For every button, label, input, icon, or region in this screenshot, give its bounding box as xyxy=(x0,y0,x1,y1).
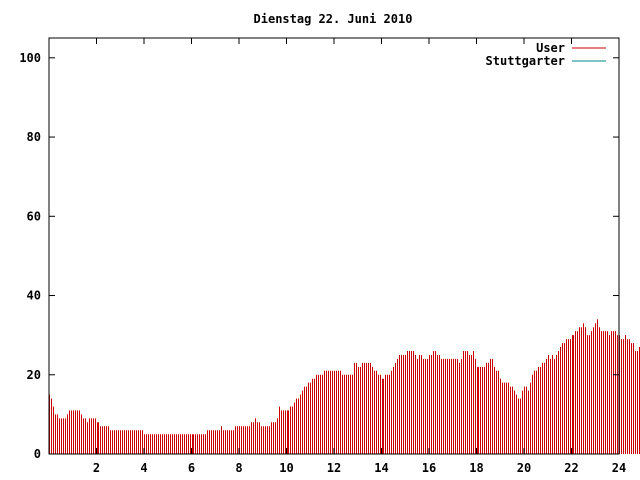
y-tick-label: 20 xyxy=(27,368,41,382)
y-tick-label: 60 xyxy=(27,209,41,223)
x-tick-label: 14 xyxy=(374,461,388,475)
legend: User Stuttgarter xyxy=(486,41,606,68)
chart-title: Dienstag 22. Juni 2010 xyxy=(254,12,413,26)
x-tick-label: 10 xyxy=(279,461,293,475)
x-tick-label: 18 xyxy=(469,461,483,475)
x-tick-label: 12 xyxy=(327,461,341,475)
x-tick-label: 4 xyxy=(140,461,147,475)
x-tick-label: 2 xyxy=(93,461,100,475)
legend-label-stuttgarter: Stuttgarter xyxy=(486,54,565,68)
series-user-bars xyxy=(49,319,640,454)
y-tick-label: 40 xyxy=(27,289,41,303)
x-tick-label: 8 xyxy=(235,461,242,475)
y-tick-label: 100 xyxy=(19,51,41,65)
x-tick-label: 22 xyxy=(564,461,578,475)
x-tick-label: 16 xyxy=(422,461,436,475)
x-tick-label: 20 xyxy=(517,461,531,475)
x-tick-label: 24 xyxy=(612,461,626,475)
y-tick-label: 80 xyxy=(27,130,41,144)
legend-label-user: User xyxy=(536,41,565,55)
y-tick-label: 0 xyxy=(34,447,41,461)
x-tick-label: 6 xyxy=(188,461,195,475)
plot-frame xyxy=(48,37,620,455)
